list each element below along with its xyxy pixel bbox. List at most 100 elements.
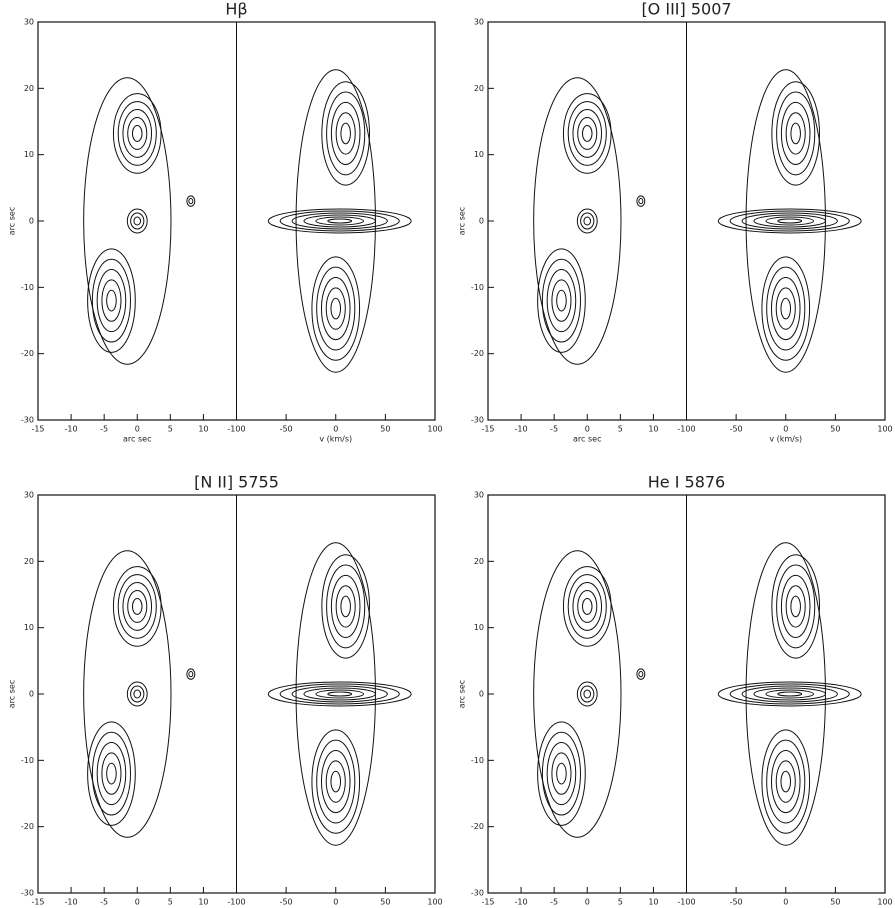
y-axis-label: arc sec: [8, 680, 17, 708]
contour-line: [780, 101, 811, 165]
y-tick-label: -10: [471, 756, 484, 765]
panel-title: [N II] 5755: [194, 473, 279, 492]
x-tick-label: -15: [31, 898, 44, 907]
contour-line: [133, 689, 142, 699]
contour-line: [580, 212, 595, 230]
contour-line: [279, 683, 400, 705]
contour-line: [126, 208, 148, 234]
contour-line: [780, 574, 811, 638]
contour-line: [551, 752, 572, 795]
contour-line: [741, 685, 838, 703]
contour-line: [770, 277, 801, 341]
contour-line: [295, 69, 376, 373]
contour-line: [340, 122, 351, 145]
contour-line: [87, 248, 136, 353]
contour-line: [315, 689, 365, 699]
x-tick-label: -15: [481, 898, 494, 907]
contour-line: [330, 297, 342, 320]
x-tick-label: 0: [333, 425, 338, 434]
contour-line: [326, 91, 366, 176]
contour-line: [533, 77, 622, 365]
contour-line: [580, 685, 595, 703]
contour-line: [186, 195, 196, 207]
contour-line: [316, 739, 356, 824]
y-tick-label: 10: [24, 150, 34, 159]
x-axis-label: v (km/s): [769, 435, 802, 444]
contour-line: [291, 212, 388, 230]
x-tick-label: -10: [515, 898, 528, 907]
contour-line: [327, 691, 353, 697]
contour-line: [326, 564, 366, 649]
x-tick-label: 50: [380, 425, 390, 434]
contour-line: [321, 554, 370, 659]
x-tick-label: 50: [830, 425, 840, 434]
contour-line: [636, 668, 646, 680]
contour-line: [131, 597, 143, 615]
contour-line: [83, 77, 172, 365]
contour-line: [551, 279, 572, 322]
x-tick-label: -5: [550, 425, 558, 434]
y-tick-label: -20: [471, 822, 484, 831]
contour-line: [766, 266, 806, 351]
contour-line: [325, 760, 346, 803]
y-tick-label: 30: [474, 18, 484, 27]
contour-line: [188, 671, 194, 678]
x-tick-label: -10: [65, 898, 78, 907]
contour-line: [117, 101, 157, 166]
x-tick-label: -5: [100, 898, 108, 907]
contour-line: [267, 681, 412, 707]
y-axis-label: arc sec: [458, 207, 467, 235]
y-tick-label: -20: [21, 822, 34, 831]
contour-line: [340, 595, 351, 618]
x-tick-label: -50: [280, 898, 293, 907]
contour-line: [583, 689, 592, 699]
x-tick-label: 10: [198, 425, 208, 434]
contour-line: [279, 210, 400, 232]
contour-line: [112, 93, 162, 174]
x-axis-label: arc sec: [123, 435, 151, 444]
x-axis-label: arc sec: [573, 435, 601, 444]
contour-line: [541, 731, 582, 816]
x-tick-label: 5: [168, 425, 173, 434]
contour-line: [562, 93, 612, 174]
contour-line: [541, 258, 582, 343]
contour-line: [91, 258, 132, 343]
y-tick-label: -20: [471, 349, 484, 358]
y-tick-label: 10: [474, 623, 484, 632]
y-tick-label: -10: [21, 756, 34, 765]
y-tick-label: 10: [474, 150, 484, 159]
contour-line: [638, 671, 644, 678]
y-tick-label: 30: [474, 491, 484, 500]
contour-line: [295, 542, 376, 846]
contour-line: [267, 208, 412, 234]
contour-line: [785, 112, 806, 155]
x-tick-label: -10: [515, 425, 528, 434]
contour-line: [790, 122, 801, 145]
y-tick-label: 0: [29, 217, 34, 226]
y-tick-label: 20: [24, 557, 34, 566]
contour-line: [777, 691, 803, 697]
x-tick-label: 5: [618, 898, 623, 907]
contour-line: [556, 289, 567, 312]
contour-line: [717, 681, 862, 707]
x-axis-label: v (km/s): [319, 435, 352, 444]
contour-line: [729, 210, 850, 232]
contour-line: [562, 566, 612, 647]
contour-line: [117, 574, 157, 639]
contour-line: [556, 762, 567, 785]
contour-line: [729, 683, 850, 705]
contour-line: [775, 760, 796, 803]
contour-line: [130, 685, 145, 703]
x-tick-label: 100: [427, 898, 442, 907]
contour-line: [790, 595, 801, 618]
contour-line: [766, 739, 806, 824]
contour-line: [96, 742, 127, 806]
contour-line: [330, 770, 342, 793]
y-tick-label: -30: [471, 889, 484, 898]
contour-line: [777, 218, 803, 224]
contour-line: [127, 590, 148, 623]
contour-line: [576, 208, 598, 234]
contour-line: [112, 566, 162, 647]
x-tick-label: -50: [730, 898, 743, 907]
contour-line: [186, 668, 196, 680]
